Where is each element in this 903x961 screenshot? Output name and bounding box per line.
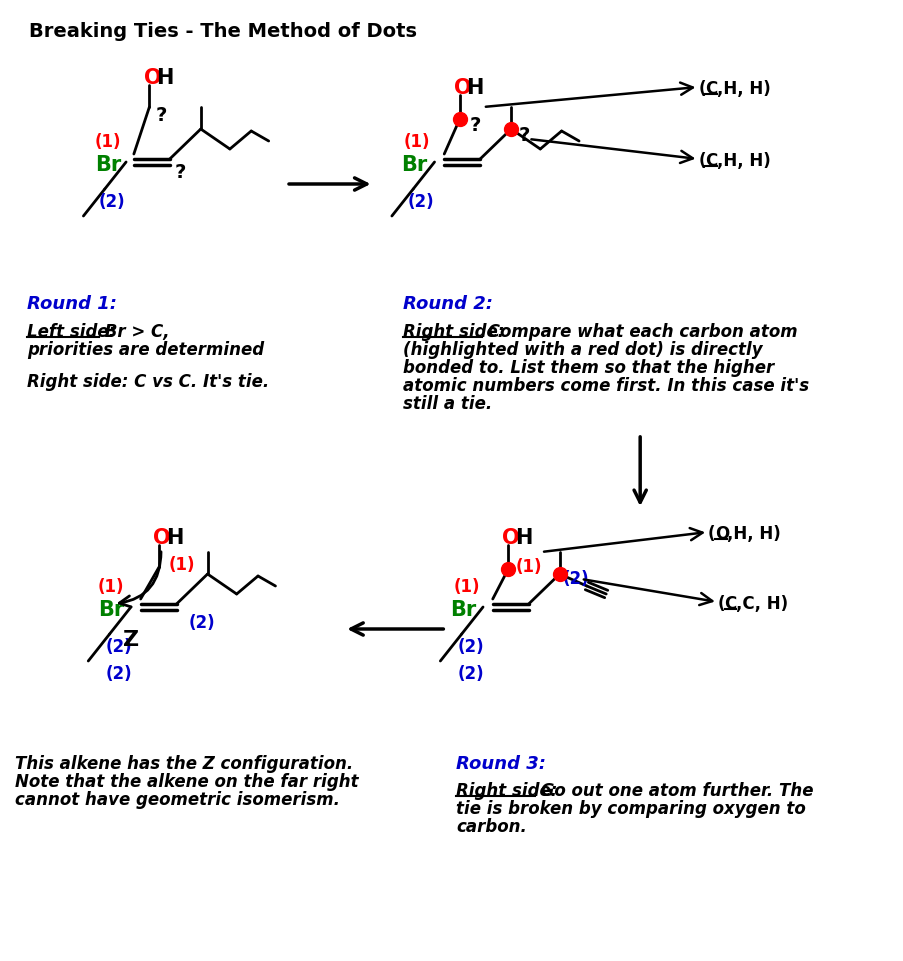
Text: (2): (2): [457, 637, 484, 655]
Text: Right side: C vs C. It's tie.: Right side: C vs C. It's tie.: [27, 373, 269, 390]
Text: H: H: [466, 78, 483, 98]
Text: (: (: [707, 525, 715, 542]
Text: (: (: [698, 152, 705, 170]
Text: This alkene has the Z configuration.: This alkene has the Z configuration.: [14, 754, 352, 773]
Text: (1): (1): [516, 557, 542, 576]
Text: (2): (2): [106, 664, 132, 682]
Text: ,C, H): ,C, H): [735, 595, 787, 612]
Text: H: H: [515, 528, 532, 548]
Text: Right side:: Right side:: [455, 781, 556, 800]
Text: ?: ?: [174, 162, 186, 182]
Text: bonded to. List them so that the higher: bonded to. List them so that the higher: [402, 358, 773, 377]
Text: (2): (2): [407, 193, 433, 210]
Text: O: O: [453, 78, 471, 98]
Text: carbon.: carbon.: [455, 817, 526, 835]
Text: (1): (1): [98, 578, 125, 596]
Text: Round 3:: Round 3:: [455, 754, 545, 773]
Text: Breaking Ties - The Method of Dots: Breaking Ties - The Method of Dots: [29, 22, 416, 41]
Text: atomic numbers come first. In this case it's: atomic numbers come first. In this case …: [402, 377, 808, 395]
Text: priorities are determined: priorities are determined: [27, 340, 264, 358]
Text: cannot have geometric isomerism.: cannot have geometric isomerism.: [14, 790, 340, 808]
Text: (1): (1): [169, 555, 195, 574]
Text: H: H: [156, 68, 173, 87]
Text: Round 1:: Round 1:: [27, 295, 117, 312]
Text: ?: ?: [155, 106, 166, 125]
Text: C: C: [704, 152, 717, 170]
Text: (1): (1): [403, 133, 430, 151]
Text: H: H: [165, 528, 183, 548]
Text: Br: Br: [450, 600, 476, 619]
Text: ,H, H): ,H, H): [716, 152, 769, 170]
Text: O: O: [714, 525, 729, 542]
Text: ?: ?: [518, 126, 530, 145]
Text: O: O: [144, 68, 161, 87]
Text: (2): (2): [457, 664, 484, 682]
Text: Left side:: Left side:: [27, 323, 116, 340]
Text: Go out one atom further. The: Go out one atom further. The: [535, 781, 813, 800]
Text: ?: ?: [469, 116, 480, 135]
Text: Round 2:: Round 2:: [402, 295, 492, 312]
Text: (2): (2): [106, 637, 132, 655]
Text: Z: Z: [123, 629, 139, 650]
Text: C: C: [704, 80, 717, 98]
Text: Br: Br: [98, 600, 124, 619]
Text: ,H, H): ,H, H): [727, 525, 780, 542]
Text: C: C: [724, 595, 736, 612]
Text: (1): (1): [95, 133, 121, 151]
Text: O: O: [154, 528, 171, 548]
Text: O: O: [502, 528, 519, 548]
Text: Br: Br: [95, 155, 121, 175]
Text: tie is broken by comparing oxygen to: tie is broken by comparing oxygen to: [455, 800, 805, 817]
Text: Right side:: Right side:: [402, 323, 503, 340]
Text: Note that the alkene on the far right: Note that the alkene on the far right: [14, 773, 358, 790]
Text: (1): (1): [453, 578, 479, 596]
Text: (: (: [717, 595, 724, 612]
Text: ,H, H): ,H, H): [716, 80, 769, 98]
Text: (2): (2): [98, 193, 126, 210]
Text: Br > C,: Br > C,: [98, 323, 170, 340]
Text: (2): (2): [562, 570, 589, 587]
Text: Br: Br: [401, 155, 427, 175]
Text: (: (: [698, 80, 705, 98]
Text: (2): (2): [188, 613, 215, 631]
Text: (highlighted with a red dot) is directly: (highlighted with a red dot) is directly: [402, 340, 761, 358]
Text: still a tie.: still a tie.: [402, 395, 491, 412]
Text: Compare what each carbon atom: Compare what each carbon atom: [481, 323, 796, 340]
